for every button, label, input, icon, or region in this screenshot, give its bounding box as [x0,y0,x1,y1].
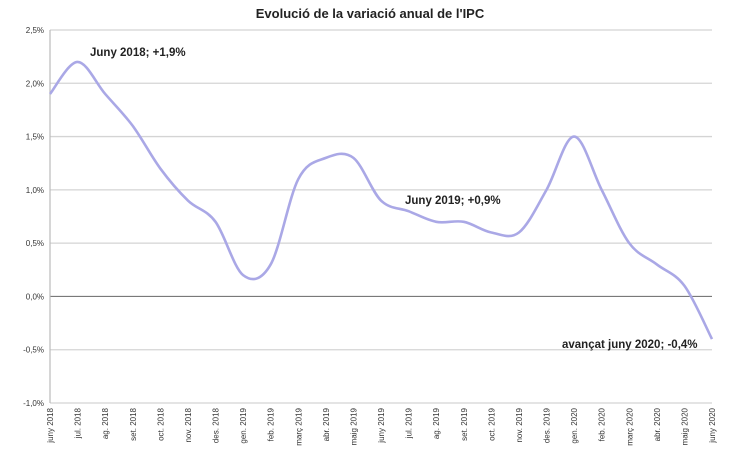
x-tick-label: març 2019 [294,407,303,445]
x-tick-label: juny 2019 [377,407,386,443]
x-tick-label: jul. 2019 [405,407,414,439]
x-tick-label: jul. 2018 [74,407,83,439]
y-tick-label: 2,0% [26,79,44,88]
x-tick-label: des. 2018 [212,407,221,443]
x-tick-label: oct. 2018 [156,407,165,440]
annotation-juny-2019: Juny 2019; +0,9% [405,195,501,207]
y-tick-label: 1,5% [26,133,44,142]
x-tick-label: des. 2019 [543,407,552,443]
x-tick-label: març 2020 [625,407,634,445]
x-tick-label: ag. 2018 [101,407,110,439]
x-tick-label: nov. 2019 [515,407,524,442]
x-tick-label: maig 2019 [349,407,358,445]
y-tick-label: 2,5% [26,26,44,35]
x-tick-label: juny 2018 [46,407,55,443]
x-tick-label: ag. 2019 [432,407,441,439]
x-tick-label: abr. 2019 [322,407,331,441]
x-tick-label: nov. 2018 [184,407,193,442]
y-tick-label: 1,0% [26,186,44,195]
y-tick-label: 0,0% [26,292,44,301]
x-tick-label: oct. 2019 [487,407,496,440]
series-line [48,60,714,340]
x-tick-label: feb. 2020 [598,407,607,441]
x-tick-label: gen. 2020 [570,407,579,443]
x-tick-label: maig 2020 [680,407,689,445]
x-tick-label: set. 2018 [129,407,138,440]
x-tick-label: juny 2020 [708,407,717,443]
x-tick-label: set. 2019 [460,407,469,440]
y-tick-label: -1,0% [23,399,44,408]
annotation-juny-2018: Juny 2018; +1,9% [90,47,186,59]
chart-title: Evolució de la variació anual de l'IPC [256,6,485,21]
y-tick-label: -0,5% [23,346,44,355]
x-tick-label: abr. 2020 [653,407,662,441]
x-tick-label: feb. 2019 [267,407,276,441]
annotation-juny-2020: avançat juny 2020; -0,4% [562,339,698,351]
x-tick-label: gen. 2019 [239,407,248,443]
y-tick-label: 0,5% [26,239,44,248]
